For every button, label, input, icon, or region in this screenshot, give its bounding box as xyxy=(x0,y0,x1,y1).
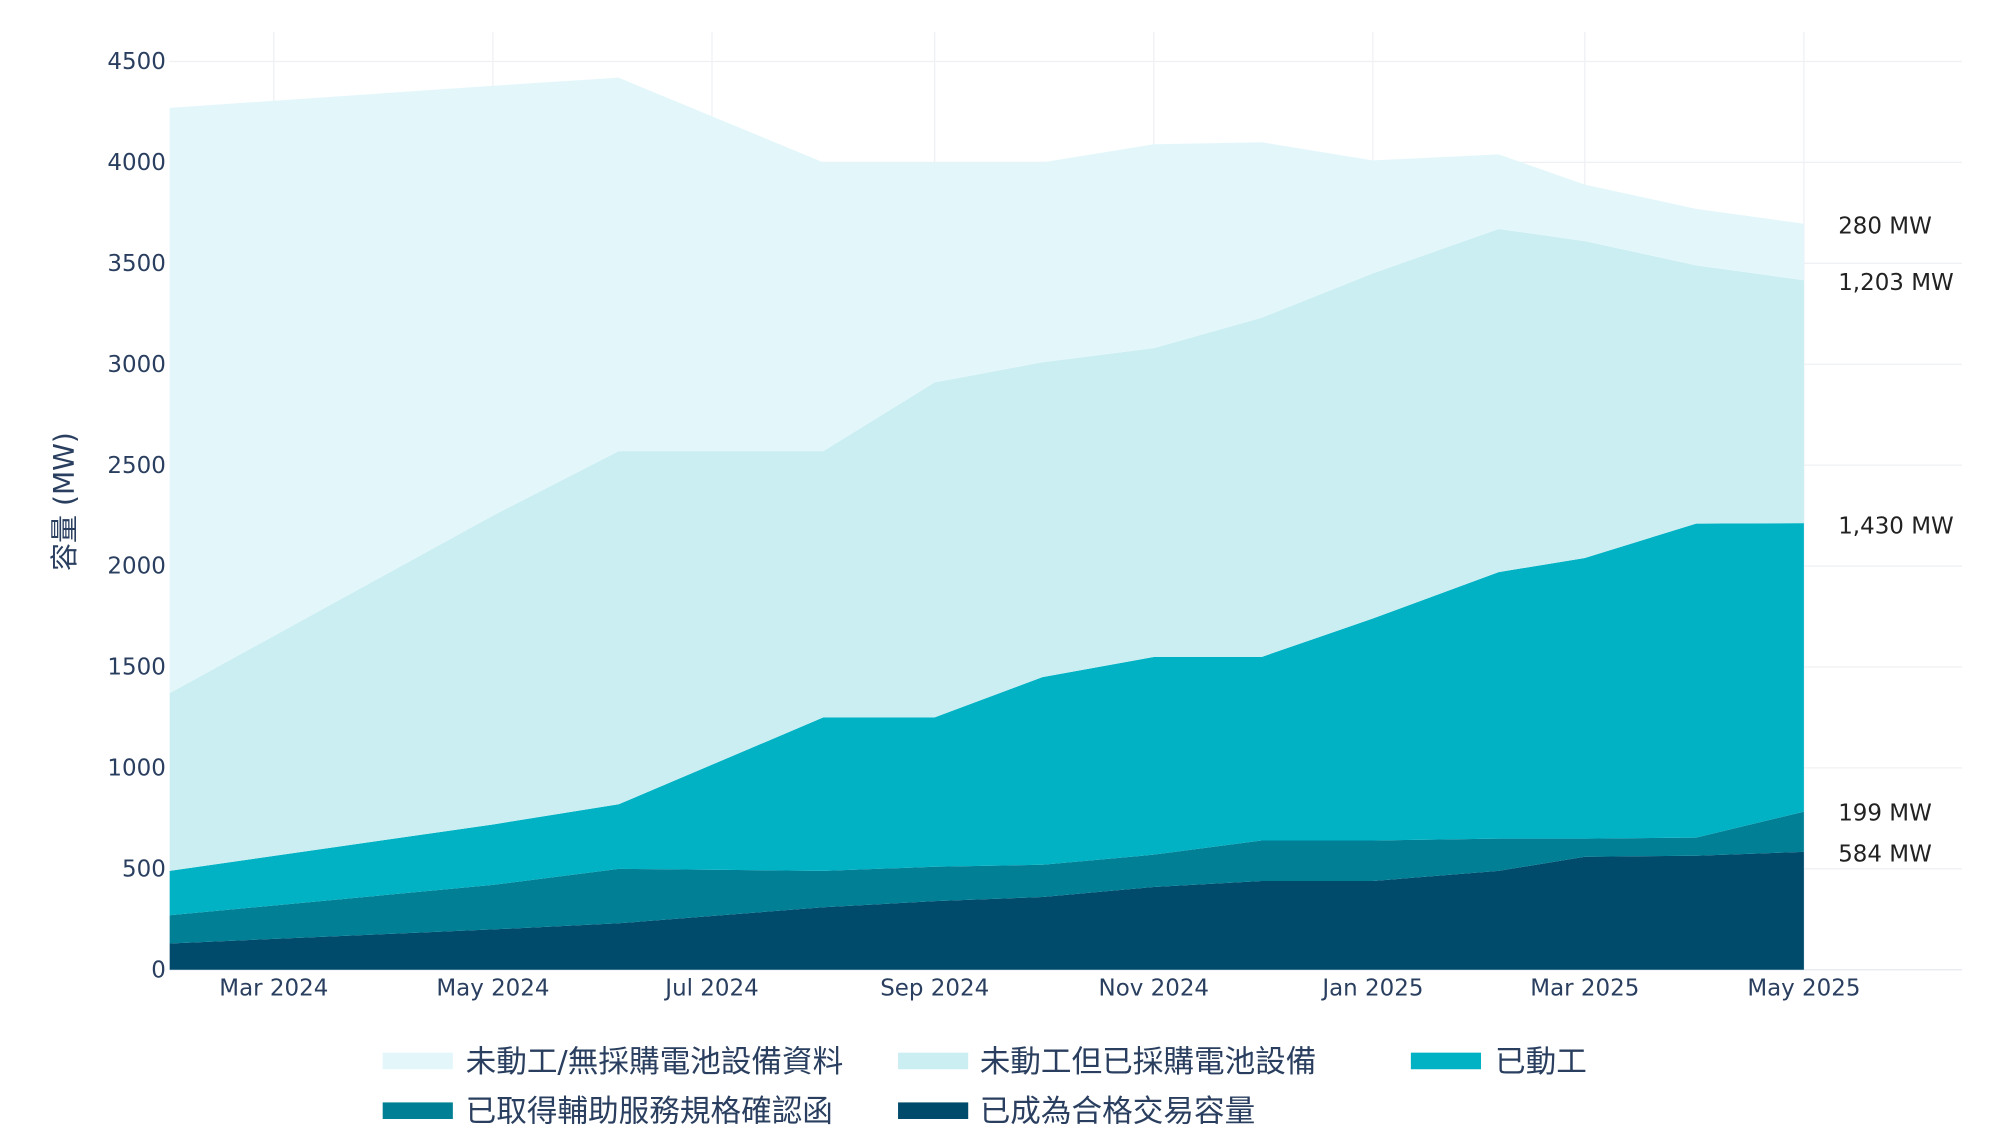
annotations: 280 MW 1,203 MW 1,430 MW 199 MW 584 MW xyxy=(1838,214,1954,868)
legend-swatch xyxy=(382,1052,453,1070)
x-tick-label: Nov 2024 xyxy=(1099,975,1210,1001)
y-axis-label: 容量 (MW) xyxy=(48,432,81,571)
areas xyxy=(169,77,1804,970)
x-tick-label: Jan 2025 xyxy=(1320,975,1423,1001)
legend-swatch xyxy=(1410,1052,1482,1070)
legend-label: 已成為合格交易容量 xyxy=(980,1095,1255,1130)
annotation-active: 1,430 MW xyxy=(1838,513,1954,539)
legend-swatch xyxy=(898,1102,969,1119)
legend-swatch xyxy=(898,1052,969,1070)
annotation-top: 280 MW xyxy=(1838,214,1932,240)
legend-item-construction-started[interactable]: 已動工 xyxy=(1410,1045,1587,1080)
y-tick-label: 2500 xyxy=(107,453,165,479)
area-series-0 xyxy=(169,851,1804,970)
y-tick-label: 4500 xyxy=(107,49,165,75)
area-series-2 xyxy=(169,523,1804,916)
y-tick-label: 0 xyxy=(151,957,166,983)
area-series-4 xyxy=(169,77,1804,694)
legend-label: 已取得輔助服務規格確認函 xyxy=(466,1095,833,1130)
x-tick-label: Jul 2024 xyxy=(663,975,758,1001)
legend-label: 已動工 xyxy=(1495,1045,1587,1080)
y-tick-label: 1000 xyxy=(107,756,165,782)
annotation-bought: 1,203 MW xyxy=(1838,270,1954,296)
x-tick-label: May 2024 xyxy=(436,975,549,1001)
y-axis-ticks: 0 500 1000 1500 2000 2500 3000 3500 4000 4500 xyxy=(107,49,165,983)
y-tick-label: 3500 xyxy=(107,251,165,277)
y-tick-label: 3000 xyxy=(107,352,165,378)
legend-item-no-equipment[interactable]: 未動工/無採購電池設備資料 xyxy=(382,1045,844,1080)
legend-item-bought-equipment[interactable]: 未動工但已採購電池設備 xyxy=(898,1045,1316,1080)
area-series-1 xyxy=(169,811,1804,944)
y-tick-label: 4000 xyxy=(107,150,165,176)
x-tick-label: May 2025 xyxy=(1747,975,1860,1001)
x-tick-label: Mar 2024 xyxy=(219,975,328,1001)
x-tick-label: Mar 2025 xyxy=(1530,975,1639,1001)
annotation-aux: 199 MW xyxy=(1838,800,1932,826)
area-series-3 xyxy=(169,228,1804,871)
x-axis-ticks: Mar 2024 May 2024 Jul 2024 Sep 2024 Nov 2024… xyxy=(219,975,1860,1001)
x-tick-label: Sep 2024 xyxy=(880,975,989,1001)
y-tick-label: 1500 xyxy=(107,655,165,681)
legend-item-aux-confirmation[interactable]: 已取得輔助服務規格確認函 xyxy=(382,1095,833,1130)
legend: 未動工/無採購電池設備資料 未動工但已採購電池設備 已動工 已取得輔助服務規格確… xyxy=(382,1045,1587,1130)
legend-swatch xyxy=(382,1102,453,1119)
annotation-qualified: 584 MW xyxy=(1838,841,1932,867)
y-tick-label: 2000 xyxy=(107,554,165,580)
y-tick-label: 500 xyxy=(122,856,166,882)
legend-item-qualified[interactable]: 已成為合格交易容量 xyxy=(898,1095,1255,1130)
legend-label: 未動工/無採購電池設備資料 xyxy=(466,1045,844,1080)
legend-label: 未動工但已採購電池設備 xyxy=(980,1045,1317,1080)
